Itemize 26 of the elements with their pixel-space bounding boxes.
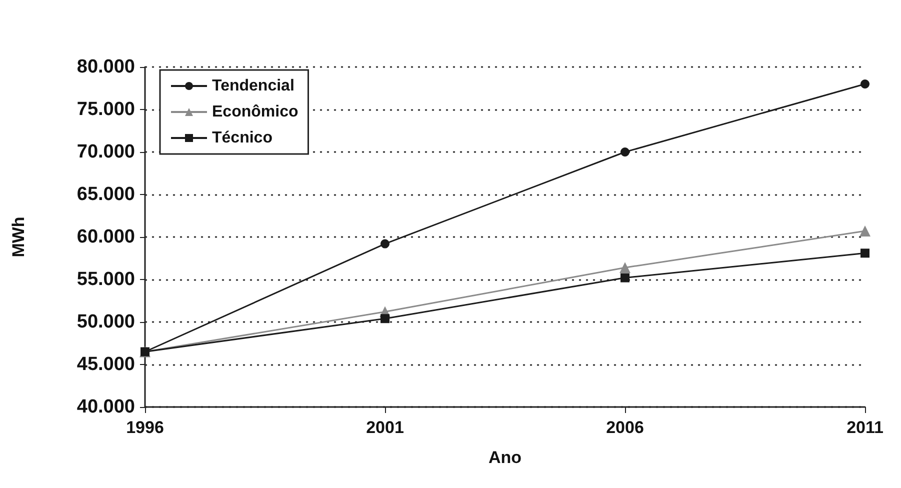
x-tick-label: 2001 (366, 418, 404, 437)
y-tick-label: 60.000 (76, 226, 135, 248)
point (860, 248, 870, 258)
point (860, 226, 870, 237)
point (860, 80, 870, 88)
legend-label: Econômico (212, 104, 298, 120)
legend-label: Técnico (212, 130, 273, 146)
point (380, 239, 390, 248)
y-axis-title: MWh (9, 216, 28, 258)
y-tick-label: 50.000 (76, 312, 135, 332)
y-tick-label: 65.000 (76, 184, 135, 205)
legend-label: Tendencial (212, 78, 294, 94)
point (620, 262, 630, 274)
y-tick-label: 45.000 (76, 354, 135, 375)
x-tick-label: 1996 (126, 418, 164, 437)
y-tick-label: 55.000 (76, 269, 135, 290)
point (620, 148, 630, 156)
point (380, 314, 390, 324)
y-tick-label: 70.000 (76, 142, 135, 162)
y-tick-label: 75.000 (76, 99, 135, 120)
y-tick-label: 40.000 (76, 396, 135, 418)
x-tick-label: 2011 (846, 418, 884, 437)
point (620, 273, 630, 282)
y-tick-label: 80.000 (76, 56, 135, 78)
x-tick-label: 2006 (606, 418, 644, 437)
x-axis-title: Ano (488, 448, 522, 467)
